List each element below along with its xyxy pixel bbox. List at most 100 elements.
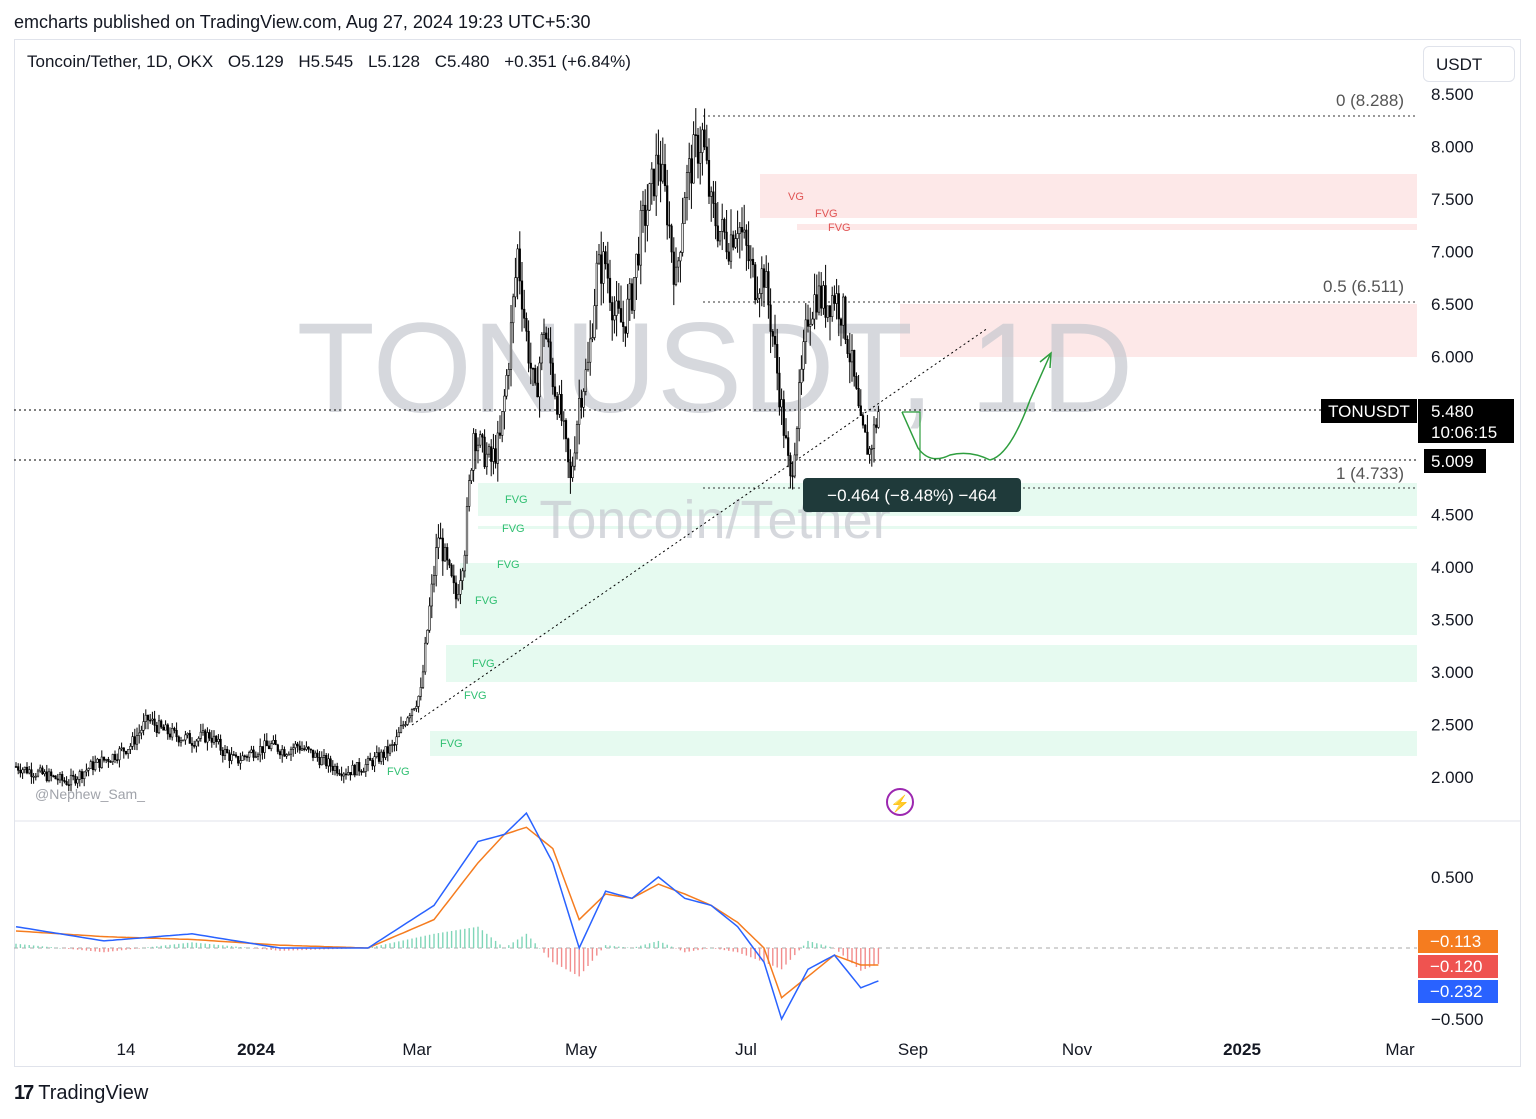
time-axis-tick: Mar	[402, 1040, 432, 1059]
tradingview-brand[interactable]: 17 TradingView	[14, 1082, 148, 1105]
candle-body	[413, 708, 416, 710]
candle-body	[342, 773, 345, 777]
macd-histogram-bar	[596, 948, 598, 956]
last-price-tag	[1418, 399, 1514, 443]
macd-histogram-bar	[653, 942, 655, 948]
currency-button[interactable]: USDT	[1423, 46, 1515, 82]
macd-histogram-bar	[710, 948, 712, 949]
candle-body	[751, 258, 755, 266]
candle-body	[595, 262, 598, 306]
candle-body	[58, 774, 62, 781]
candle-body	[287, 753, 290, 756]
macd-histogram-bar	[538, 948, 541, 949]
candle-body	[133, 736, 136, 745]
macd-histogram-bar	[670, 946, 673, 948]
candle-body	[362, 771, 365, 773]
fvg-label: FVG	[387, 766, 410, 778]
fib-levels	[703, 115, 1417, 489]
macd-histogram-bar	[169, 944, 171, 948]
candle-body	[320, 757, 323, 766]
candle-body	[569, 461, 572, 479]
candle-body	[655, 154, 658, 197]
candle-body	[61, 774, 64, 781]
candle-body	[490, 446, 493, 462]
candle-body	[692, 134, 695, 184]
candle-body	[696, 134, 700, 164]
candle-body	[580, 397, 583, 408]
macd-histogram-bar	[877, 948, 880, 964]
macd-histogram-bar	[288, 948, 290, 951]
candle-body	[479, 434, 482, 446]
macd-histogram-bar	[560, 948, 563, 967]
candle-body	[166, 724, 169, 735]
candle-body	[259, 746, 262, 756]
publisher-line: emcharts published on TradingView.com, A…	[14, 12, 591, 32]
time-axis[interactable]: 14 2024 Mar May Jul Sep Nov 2025 Mar	[117, 1040, 1415, 1059]
macd-histogram-bar	[723, 948, 726, 951]
macd-histogram-bar	[164, 945, 167, 948]
candle-body	[736, 233, 739, 239]
candle-body	[175, 730, 178, 738]
candle-body	[470, 469, 473, 481]
macd-line	[15, 811, 879, 1021]
lightning-icon[interactable]	[886, 788, 914, 816]
candle-body	[149, 719, 152, 722]
candle-body	[670, 225, 673, 253]
macd-histogram-bar	[631, 948, 633, 949]
price-axis-tick: 2.500	[1431, 715, 1474, 734]
macd-histogram-bar	[46, 946, 48, 948]
candle-body	[274, 739, 277, 746]
candle-body	[283, 749, 286, 757]
brand-text: TradingView	[38, 1082, 149, 1104]
candle-body	[461, 570, 464, 581]
candle-body	[767, 271, 770, 306]
candle-body	[857, 387, 860, 407]
candle-body	[769, 304, 772, 332]
legend-symbol[interactable]: Toncoin/Tether, 1D, OKX	[27, 52, 214, 71]
candle-body	[855, 376, 858, 389]
candle-body	[197, 738, 200, 742]
candle-body	[853, 349, 856, 377]
candle-body	[388, 745, 392, 754]
macd-histogram-bar	[393, 942, 396, 948]
candle-body	[646, 209, 649, 226]
candle-body	[142, 721, 145, 731]
candle-body	[782, 399, 785, 436]
candle-body	[450, 564, 453, 577]
price-axis-tick: 7.500	[1431, 190, 1474, 209]
candle-body	[619, 308, 623, 323]
candle-body	[828, 305, 832, 318]
candle-body	[639, 210, 642, 266]
candle-body	[351, 764, 354, 776]
candle-body	[124, 750, 128, 754]
macd-histogram-bar	[239, 947, 242, 948]
candle-body	[714, 203, 717, 227]
macd-axis[interactable]: 0.500 −0.500	[1431, 868, 1483, 1029]
candle-body	[404, 724, 407, 726]
candle-body	[151, 718, 154, 721]
candle-body	[41, 767, 44, 775]
candle-body	[571, 465, 574, 479]
candle-body	[448, 559, 451, 566]
macd-histogram-bar	[763, 948, 765, 963]
candle-body	[842, 296, 845, 326]
symbol-tag-text: TONUSDT	[1328, 402, 1410, 421]
price-axis-tick: 7.000	[1431, 243, 1474, 262]
macd-histogram-bar	[103, 948, 105, 953]
fib-label-1: 1 (4.733)	[1336, 464, 1404, 483]
macd-histogram-bar	[63, 948, 66, 949]
candle-body	[67, 784, 70, 786]
candle-body	[806, 319, 810, 327]
candle-body	[399, 725, 403, 733]
candle-body	[525, 317, 528, 332]
candle-body	[276, 744, 279, 752]
candle-body	[804, 319, 807, 342]
candle-body	[483, 436, 486, 468]
macd-histogram-bar	[384, 944, 387, 948]
candle-body	[703, 129, 706, 148]
candle-body	[472, 433, 475, 471]
candle-body	[138, 732, 141, 736]
macd-histogram-bar	[692, 948, 695, 951]
tradingview-logo-icon: 17	[14, 1082, 34, 1104]
